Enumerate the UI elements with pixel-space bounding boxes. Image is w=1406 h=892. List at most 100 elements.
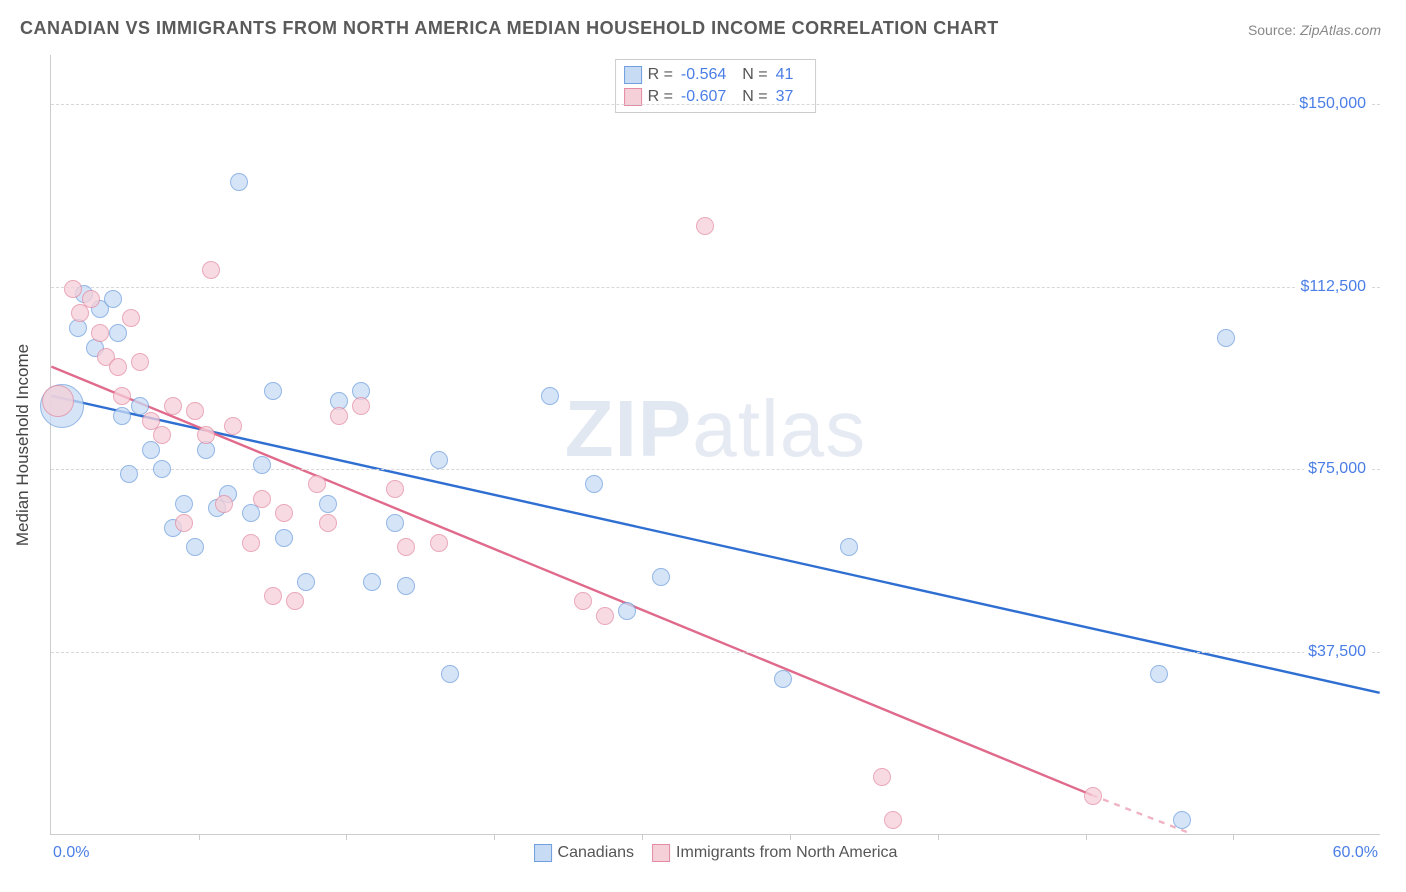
data-point	[840, 538, 858, 556]
scatter-plot-area: ZIPatlas Median Household Income R = -0.…	[50, 55, 1380, 835]
data-point	[197, 426, 215, 444]
y-tick-label: $112,500	[1296, 278, 1370, 296]
data-point	[1150, 665, 1168, 683]
data-point	[215, 495, 233, 513]
x-tick	[494, 834, 495, 840]
data-point	[104, 290, 122, 308]
data-point	[153, 460, 171, 478]
gridline	[51, 104, 1380, 105]
data-point	[884, 811, 902, 829]
x-axis-label: 60.0%	[1333, 844, 1378, 862]
data-point	[71, 304, 89, 322]
data-point	[1173, 811, 1191, 829]
x-tick	[642, 834, 643, 840]
source-label: Source:	[1248, 22, 1296, 38]
data-point	[352, 397, 370, 415]
legend-item-0: Canadians	[534, 844, 635, 862]
data-point	[386, 514, 404, 532]
data-point	[286, 592, 304, 610]
legend-item-1: Immigrants from North America	[652, 844, 897, 862]
data-point	[275, 529, 293, 547]
x-tick	[346, 834, 347, 840]
y-tick-label: $150,000	[1295, 95, 1370, 113]
gridline	[51, 287, 1380, 288]
data-point	[397, 538, 415, 556]
data-point	[1084, 787, 1102, 805]
data-point	[541, 387, 559, 405]
data-point	[430, 534, 448, 552]
data-point	[596, 607, 614, 625]
y-axis-title: Median Household Income	[13, 343, 33, 545]
legend-label-1: Immigrants from North America	[676, 844, 897, 862]
data-point	[319, 514, 337, 532]
data-point	[652, 568, 670, 586]
legend-row-series-0: R = -0.564 N = 41	[624, 64, 804, 86]
data-point	[397, 577, 415, 595]
data-point	[224, 417, 242, 435]
data-point	[109, 358, 127, 376]
watermark-thin: atlas	[692, 384, 866, 473]
data-point	[253, 456, 271, 474]
data-point	[253, 490, 271, 508]
data-point	[42, 385, 74, 417]
data-point	[585, 475, 603, 493]
data-point	[164, 397, 182, 415]
chart-title: CANADIAN VS IMMIGRANTS FROM NORTH AMERIC…	[20, 18, 999, 39]
legend-n-label: N =	[742, 64, 767, 86]
data-point	[297, 573, 315, 591]
x-tick	[1233, 834, 1234, 840]
data-point	[441, 665, 459, 683]
data-point	[430, 451, 448, 469]
data-point	[153, 426, 171, 444]
data-point	[363, 573, 381, 591]
data-point	[264, 382, 282, 400]
legend-swatch-bottom-0	[534, 844, 552, 862]
watermark-bold: ZIP	[565, 384, 692, 473]
source-attribution: Source: ZipAtlas.com	[1248, 22, 1381, 38]
data-point	[120, 465, 138, 483]
data-point	[142, 441, 160, 459]
x-axis-label: 0.0%	[53, 844, 89, 862]
trend-lines-layer	[51, 55, 1380, 834]
watermark: ZIPatlas	[565, 383, 866, 475]
gridline	[51, 469, 1380, 470]
x-tick	[938, 834, 939, 840]
x-tick	[199, 834, 200, 840]
data-point	[319, 495, 337, 513]
y-tick-label: $37,500	[1304, 643, 1370, 661]
x-tick	[1086, 834, 1087, 840]
data-point	[202, 261, 220, 279]
y-tick-label: $75,000	[1304, 460, 1370, 478]
data-point	[186, 538, 204, 556]
data-point	[774, 670, 792, 688]
data-point	[1217, 329, 1235, 347]
data-point	[242, 504, 260, 522]
legend-swatch-bottom-1	[652, 844, 670, 862]
data-point	[873, 768, 891, 786]
data-point	[230, 173, 248, 191]
data-point	[618, 602, 636, 620]
correlation-legend: R = -0.564 N = 41 R = -0.607 N = 37	[615, 59, 817, 113]
data-point	[242, 534, 260, 552]
data-point	[696, 217, 714, 235]
legend-r-value-0: -0.564	[681, 64, 726, 86]
data-point	[113, 407, 131, 425]
data-point	[175, 495, 193, 513]
data-point	[109, 324, 127, 342]
data-point	[131, 353, 149, 371]
data-point	[275, 504, 293, 522]
gridline	[51, 652, 1380, 653]
x-tick	[790, 834, 791, 840]
legend-n-value-0: 41	[776, 64, 794, 86]
data-point	[113, 387, 131, 405]
data-point	[91, 324, 109, 342]
series-legend: Canadians Immigrants from North America	[534, 844, 898, 862]
data-point	[574, 592, 592, 610]
data-point	[175, 514, 193, 532]
legend-swatch-0	[624, 66, 642, 84]
data-point	[264, 587, 282, 605]
data-point	[308, 475, 326, 493]
data-point	[330, 407, 348, 425]
legend-label-0: Canadians	[558, 844, 635, 862]
data-point	[82, 290, 100, 308]
